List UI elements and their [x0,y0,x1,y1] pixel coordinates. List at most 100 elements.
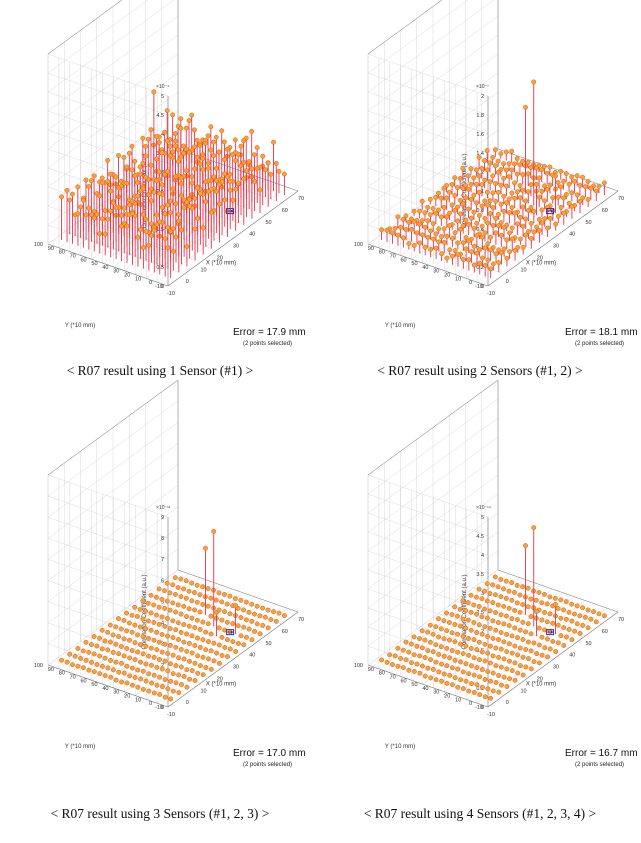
data-point-marker[interactable] [186,150,192,156]
data-point-marker[interactable] [458,659,463,665]
data-point-marker[interactable] [200,584,206,590]
data-point-marker[interactable] [482,641,488,647]
data-point-marker[interactable] [504,683,510,689]
data-point-marker[interactable] [165,633,170,639]
data-point-marker[interactable] [498,201,504,207]
data-point-marker[interactable] [501,674,507,680]
data-point-marker[interactable] [479,596,485,602]
data-point-marker[interactable] [244,168,249,174]
data-point-marker[interactable] [561,195,567,201]
data-point-marker[interactable] [577,613,583,619]
data-point-marker[interactable] [227,611,233,617]
data-point-marker[interactable] [474,647,480,653]
data-point-marker[interactable] [446,189,452,195]
data-point-marker[interactable] [482,230,488,236]
data-point-marker[interactable] [507,676,513,682]
data-point-marker[interactable] [558,615,564,621]
data-point-marker[interactable] [512,180,518,186]
data-point-marker[interactable] [449,630,455,636]
data-point-marker[interactable] [539,167,545,173]
data-point-marker[interactable] [444,680,450,686]
data-point-marker[interactable] [411,652,417,658]
data-point-marker[interactable] [495,169,501,175]
data-point-marker[interactable] [224,637,230,643]
data-point-marker[interactable] [113,205,119,211]
data-point-marker[interactable] [425,234,431,240]
data-point-marker[interactable] [509,225,515,231]
data-point-marker[interactable] [550,620,556,626]
data-point-marker[interactable] [181,150,187,156]
data-point-marker[interactable] [208,613,214,619]
data-point-marker[interactable] [444,214,450,220]
data-point-marker[interactable] [216,149,222,155]
data-point-marker[interactable] [528,596,534,602]
data-point-marker[interactable] [572,611,577,617]
data-point-marker[interactable] [235,641,241,646]
data-point-marker[interactable] [441,226,447,232]
data-point-marker[interactable] [503,167,509,173]
data-point-marker[interactable] [148,127,154,133]
data-point-marker[interactable] [449,182,455,187]
data-point-marker[interactable] [159,632,165,637]
data-point-marker[interactable] [149,233,154,238]
data-point-marker[interactable] [455,666,461,672]
data-point-marker[interactable] [154,647,160,653]
data-point-marker[interactable] [506,210,512,215]
data-point-marker[interactable] [235,623,241,629]
data-point-marker[interactable] [561,642,567,648]
data-point-marker[interactable] [476,154,482,160]
data-point-marker[interactable] [205,133,211,139]
data-point-marker[interactable] [433,659,439,665]
data-point-marker[interactable] [490,173,496,179]
data-point-marker[interactable] [91,669,97,675]
data-point-marker[interactable] [561,625,567,631]
data-point-marker[interactable] [458,677,464,683]
data-point-marker[interactable] [400,235,406,241]
data-point-marker[interactable] [496,211,501,217]
data-point-marker[interactable] [501,621,507,627]
data-point-marker[interactable] [558,597,564,603]
data-point-marker[interactable] [241,138,247,144]
data-point-marker[interactable] [208,124,214,130]
data-point-marker[interactable] [430,206,436,211]
data-point-marker[interactable] [192,144,198,150]
data-point-marker[interactable] [132,158,138,164]
data-point-marker[interactable] [485,220,491,226]
data-point-marker[interactable] [145,600,151,606]
data-point-marker[interactable] [208,631,214,637]
data-point-marker[interactable] [485,669,491,675]
data-point-marker[interactable] [569,601,575,607]
data-point-marker[interactable] [184,648,190,654]
data-point-marker[interactable] [439,251,445,257]
data-point-marker[interactable] [59,657,65,663]
data-point-marker[interactable] [428,675,434,681]
data-point-marker[interactable] [216,625,222,631]
data-point-marker[interactable] [465,600,471,606]
data-point-marker[interactable] [471,690,477,695]
data-point-marker[interactable] [379,227,385,233]
data-point-marker[interactable] [132,675,138,680]
data-point-marker[interactable] [219,179,225,185]
data-point-marker[interactable] [137,624,143,630]
data-point-marker[interactable] [99,216,105,222]
data-point-marker[interactable] [246,159,252,165]
data-point-marker[interactable] [476,639,482,645]
data-point-marker[interactable] [425,218,431,224]
data-point-marker[interactable] [514,600,520,606]
data-point-marker[interactable] [176,637,181,643]
data-point-marker[interactable] [105,629,111,635]
data-point-marker[interactable] [398,224,404,230]
data-point-marker[interactable] [493,181,499,186]
data-point-marker[interactable] [124,223,130,229]
data-point-marker[interactable] [165,668,171,674]
data-point-marker[interactable] [238,633,244,639]
data-point-marker[interactable] [503,149,509,155]
data-point-marker[interactable] [192,660,198,666]
data-point-marker[interactable] [531,659,537,665]
data-point-marker[interactable] [569,637,575,643]
data-point-marker[interactable] [99,175,105,181]
data-point-marker[interactable] [159,150,165,156]
data-point-marker[interactable] [503,595,509,601]
data-point-marker[interactable] [479,165,485,171]
data-point-marker[interactable] [159,596,165,602]
